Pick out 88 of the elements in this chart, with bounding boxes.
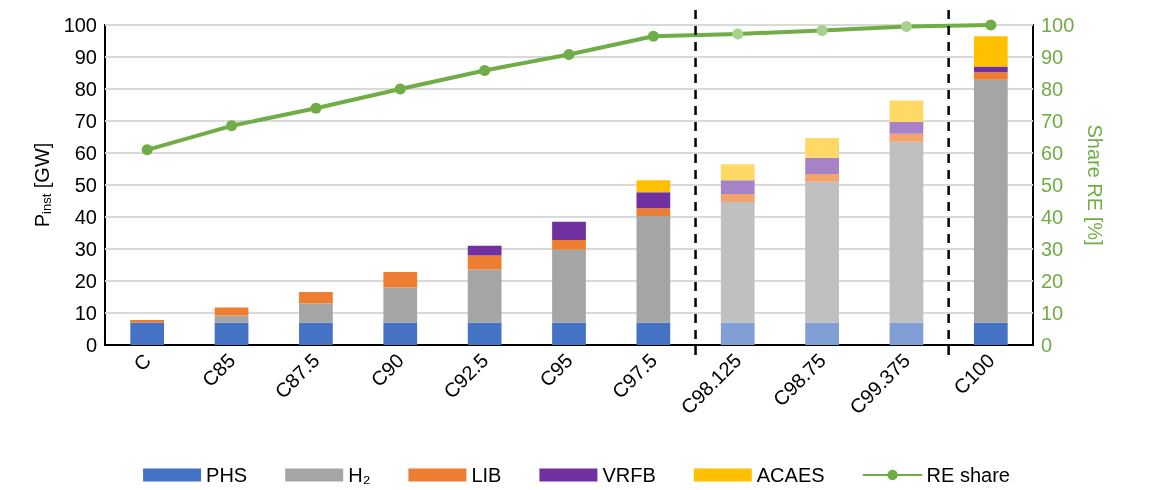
bar [130,322,165,345]
bar [636,216,671,323]
y2-tick-label: 60 [1041,142,1064,164]
bar [805,181,839,323]
y-axis-title: Pinst [GW] [31,142,54,228]
bar [383,287,418,323]
x-tick-label: C90 [366,349,409,391]
point [310,102,322,114]
point [563,48,575,60]
bar [889,133,924,142]
bar [805,174,839,182]
y-tick-label: 50 [74,174,97,196]
bar [467,245,502,256]
bar [889,121,924,134]
point [732,28,744,40]
x-tick-label: C95 [535,349,577,391]
y-tick-label: 0 [85,334,97,356]
y-tick-label: 80 [74,78,97,100]
x-tick-label: C85 [197,349,240,391]
bar [889,322,924,345]
y-tick-label: 30 [74,238,97,260]
y-tick-label: 40 [74,206,97,228]
bar [889,141,924,323]
bar [889,100,924,122]
bar [636,208,671,217]
y2-tick-label: 90 [1041,46,1064,68]
bar [973,72,1008,80]
bar [973,36,1008,67]
legend-label: RE share [926,464,1010,486]
bar [214,307,249,316]
y-tick-label: 70 [74,110,97,132]
bar [552,322,586,345]
bar [552,240,586,250]
y-tick-label: 100 [63,14,97,36]
point [985,19,997,31]
bar [214,322,249,345]
y2-tick-label: 20 [1041,270,1064,292]
legend-label: LIB [471,464,502,486]
legend-label: H₂ [348,464,371,486]
bar [805,322,839,345]
y2-tick-label: 0 [1041,334,1053,356]
bar [467,255,502,270]
bar [720,164,755,181]
bar [805,137,839,158]
bar [973,79,1008,323]
bar [720,193,755,202]
point [816,24,828,36]
x-tick-label: C [129,349,155,375]
y2-tick-label: 30 [1041,238,1064,260]
bar [720,180,755,194]
bar [552,249,586,323]
point [141,144,153,156]
bar [973,322,1008,345]
bar [636,180,671,193]
legend-label: VRFB [602,464,656,486]
bar [299,303,333,323]
legend-label: ACAES [756,464,825,486]
point [900,21,912,33]
y2-tick-label: 80 [1041,78,1064,100]
legend-label: PHS [206,464,248,486]
y2-tick-label: 100 [1041,14,1075,36]
y2-tick-label: 70 [1041,110,1064,132]
bar [467,322,502,345]
y-tick-label: 20 [74,270,97,292]
point [647,30,659,42]
bar [299,322,333,345]
bar [720,201,755,323]
bar [636,192,671,209]
y2-tick-label: 10 [1041,302,1064,324]
y2-axis-title: Share RE [%] [1084,124,1107,246]
y-tick-label: 60 [74,142,97,164]
bar [214,315,249,323]
point [226,120,238,132]
bar [383,322,418,345]
point [394,83,406,95]
y2-tick-label: 50 [1041,174,1064,196]
bar [467,269,502,323]
bar [130,320,165,323]
y2-tick-label: 40 [1041,206,1064,228]
y-tick-label: 90 [74,46,97,68]
bar [383,272,418,288]
y-tick-label: 10 [74,302,97,324]
bar [720,322,755,345]
bar [805,157,839,175]
bar [636,322,671,345]
point [479,64,491,76]
bar [552,221,586,241]
bar [299,291,333,304]
